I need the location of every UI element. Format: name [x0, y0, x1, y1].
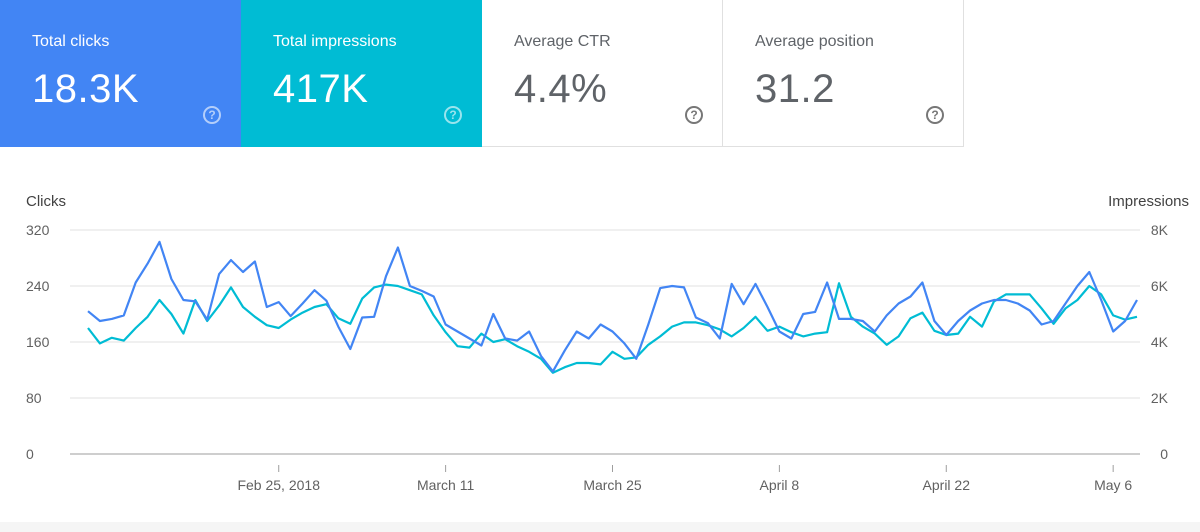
x-tick-label: April 8	[760, 477, 800, 493]
y-left-tick-label: 80	[26, 390, 42, 406]
y-left-axis-title: Clicks	[26, 193, 66, 210]
average-position-value: 31.2	[755, 67, 835, 111]
performance-chart: Clicks Impressions 320 8K 240 6K 160 4K 80 2K 0 0…	[26, 193, 1189, 493]
total-impressions-label: Total impressions	[273, 33, 397, 50]
y-right-tick-label: 2K	[1151, 390, 1169, 406]
help-icon[interactable]: ?	[444, 106, 462, 124]
bottom-strip	[0, 522, 1200, 532]
average-ctr-value: 4.4%	[514, 67, 608, 111]
x-tick-label: March 25	[583, 477, 642, 493]
total-clicks-value: 18.3K	[32, 67, 140, 111]
x-tick-label: May 6	[1094, 477, 1132, 493]
average-position-card[interactable]: Average position 31.2 ?	[723, 0, 964, 147]
total-impressions-card[interactable]: Total impressions 417K ?	[241, 0, 482, 147]
y-left-tick-label: 0	[26, 446, 34, 462]
y-right-tick-label: 8K	[1151, 222, 1169, 238]
average-ctr-label: Average CTR	[514, 33, 611, 50]
y-right-tick-label: 4K	[1151, 334, 1169, 350]
y-right-tick-label: 6K	[1151, 278, 1169, 294]
series	[87, 240, 1138, 374]
y-left-tick-label: 320	[26, 222, 50, 238]
total-impressions-value: 417K	[273, 67, 369, 111]
y-right-axis-title: Impressions	[1108, 193, 1189, 210]
total-clicks-label: Total clicks	[32, 33, 110, 50]
y-left-tick-label: 240	[26, 278, 50, 294]
axis-ticks: 320 8K 240 6K 160 4K 80 2K 0 0 Feb 25, 2018 March 1…	[26, 222, 1169, 493]
y-right-tick-label: 0	[1160, 446, 1168, 462]
help-icon[interactable]: ?	[926, 106, 944, 124]
impressions-line	[87, 282, 1138, 374]
x-tick-label: March 11	[417, 477, 475, 493]
grid	[70, 229, 1140, 455]
metric-cards: Total clicks 18.3K ? Total impressions 4…	[0, 0, 965, 147]
help-icon[interactable]: ?	[685, 106, 703, 124]
total-clicks-card[interactable]: Total clicks 18.3K ?	[0, 0, 241, 147]
clicks-line	[87, 240, 1138, 373]
help-icon[interactable]: ?	[203, 106, 221, 124]
average-ctr-card[interactable]: Average CTR 4.4% ?	[482, 0, 723, 147]
y-left-tick-label: 160	[26, 334, 50, 350]
x-tick-label: April 22	[923, 477, 971, 493]
average-position-label: Average position	[755, 33, 874, 50]
x-tick-label: Feb 25, 2018	[237, 477, 320, 493]
